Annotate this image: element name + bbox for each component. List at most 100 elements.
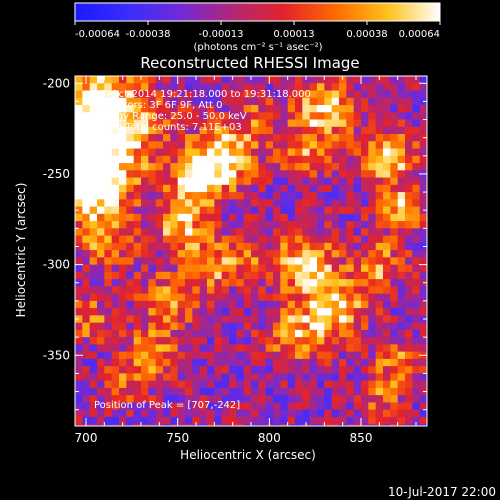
annotation-line: Clean Total counts: 7.11E+03: [94, 122, 242, 133]
heatmap-cell: [133, 112, 142, 121]
heatmap-cell: [89, 126, 98, 135]
heatmap-cell: [258, 163, 267, 171]
heatmap-cell: [119, 308, 127, 316]
heatmap-cell: [397, 380, 406, 389]
heatmap-cell: [221, 170, 230, 179]
heatmap-cell: [397, 242, 406, 251]
heatmap-cell: [251, 199, 259, 208]
heatmap-cell: [265, 271, 274, 280]
heatmap-cell: [229, 192, 237, 200]
heatmap-cell: [133, 228, 142, 237]
heatmap-cell: [273, 395, 281, 404]
heatmap-cell: [82, 329, 91, 338]
heatmap-cell: [163, 344, 171, 353]
heatmap-cell: [119, 380, 127, 389]
heatmap-cell: [309, 344, 318, 353]
heatmap-cell: [199, 322, 208, 331]
y-tick-label: -350: [43, 348, 70, 362]
heatmap-cell: [302, 105, 311, 113]
heatmap-cell: [317, 119, 325, 128]
heatmap-cell: [353, 351, 362, 360]
heatmap-cell: [339, 279, 347, 287]
heatmap-cell: [97, 134, 105, 142]
heatmap-cell: [185, 373, 193, 382]
heatmap-cell: [75, 264, 83, 273]
heatmap-cell: [221, 424, 230, 426]
heatmap-cell: [295, 199, 303, 208]
heatmap-cell: [89, 257, 98, 266]
heatmap-cell: [207, 155, 215, 164]
heatmap-cell: [141, 184, 149, 193]
heatmap-cell: [236, 148, 245, 157]
heatmap-cell: [287, 141, 296, 150]
heatmap-cell: [419, 366, 427, 375]
heatmap-cell: [317, 293, 325, 302]
heatmap-cell: [243, 395, 252, 404]
heatmap-cell: [119, 264, 127, 273]
heatmap-cell: [265, 148, 274, 157]
heatmap-cell: [148, 286, 157, 295]
heatmap-cell: [177, 126, 186, 135]
heatmap-cell: [309, 235, 318, 244]
heatmap-cell: [339, 286, 347, 295]
heatmap-cell: [148, 337, 157, 345]
heatmap-cell: [214, 184, 223, 193]
heatmap-cell: [324, 387, 333, 396]
heatmap-cell: [412, 351, 421, 360]
heatmap-cell: [287, 271, 296, 280]
heatmap-cell: [361, 416, 369, 425]
heatmap-cell: [243, 228, 252, 237]
heatmap-cell: [251, 380, 259, 389]
heatmap-cell: [229, 416, 237, 425]
heatmap-cell: [192, 322, 201, 331]
heatmap-cell: [133, 351, 142, 360]
heatmap-cell: [353, 344, 362, 353]
heatmap-cell: [192, 315, 201, 324]
heatmap-cell: [405, 424, 413, 426]
heatmap-cell: [390, 97, 399, 106]
heatmap-cell: [126, 257, 135, 266]
heatmap-cell: [207, 366, 215, 375]
heatmap-cell: [309, 395, 318, 404]
heatmap-cell: [346, 90, 355, 99]
heatmap-cell: [339, 163, 347, 171]
heatmap-cell: [317, 192, 325, 200]
heatmap-cell: [258, 329, 267, 338]
heatmap-cell: [324, 380, 333, 389]
heatmap-cell: [170, 322, 179, 331]
heatmap-cell: [214, 141, 223, 150]
heatmap-cell: [82, 134, 91, 142]
heatmap-cell: [221, 308, 230, 316]
axis-ticks: 700 750 800 850-200-250-300-350: [43, 76, 427, 445]
heatmap-cell: [368, 170, 377, 179]
heatmap-cell: [287, 119, 296, 128]
heatmap-cell: [412, 184, 421, 193]
heatmap-cell: [163, 170, 171, 179]
heatmap-cell: [214, 242, 223, 251]
heatmap-cell: [199, 242, 208, 251]
heatmap-cell: [287, 163, 296, 171]
heatmap-cell: [390, 126, 399, 135]
heatmap-cell: [375, 192, 384, 200]
peak-position-label: Position of Peak = [707,-242]: [94, 400, 240, 411]
heatmap-cell: [170, 402, 179, 411]
heatmap-cell: [104, 286, 113, 295]
heatmap-cell: [148, 242, 157, 251]
heatmap-cell: [280, 213, 289, 222]
heatmap-cell: [221, 416, 230, 425]
heatmap-cell: [97, 112, 105, 121]
heatmap-cell: [383, 322, 391, 331]
heatmap-cell: [390, 344, 399, 353]
heatmap-cell: [170, 163, 179, 171]
heatmap-cell: [133, 416, 142, 425]
heatmap-cell: [133, 148, 142, 157]
heatmap-cell: [324, 119, 333, 128]
heatmap-cell: [405, 308, 413, 316]
heatmap-cell: [419, 199, 427, 208]
heatmap-cell: [273, 279, 281, 287]
heatmap-cell: [243, 76, 252, 84]
heatmap-cell: [258, 322, 267, 331]
heatmap-cell: [155, 344, 164, 353]
heatmap-cell: [229, 358, 237, 367]
heatmap-cell: [324, 199, 333, 208]
